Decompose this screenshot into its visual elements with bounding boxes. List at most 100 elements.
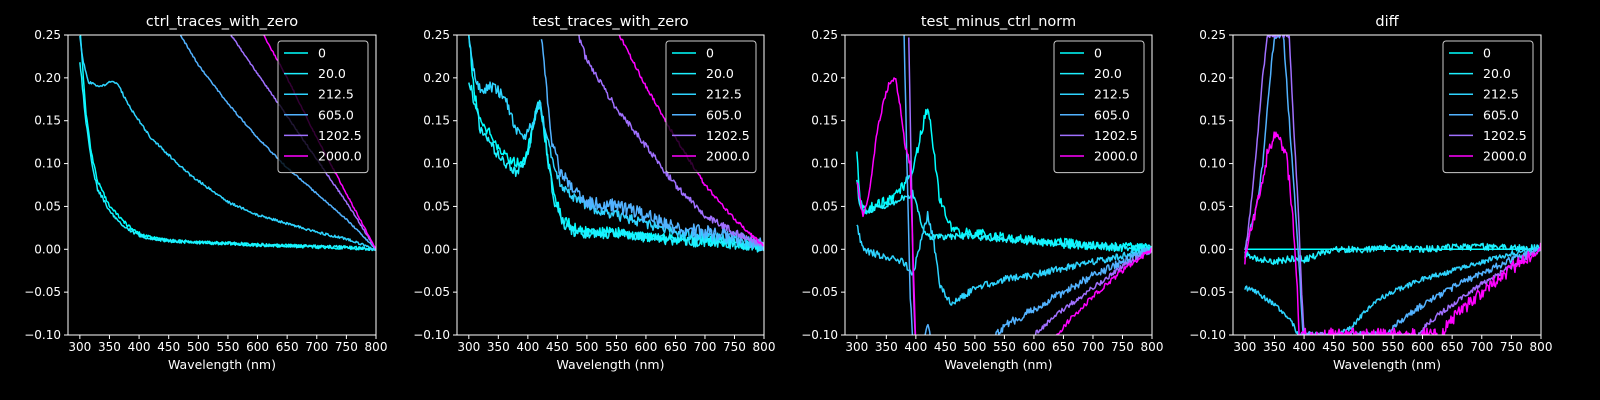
x-axis-label: Wavelength (nm): [168, 357, 276, 372]
x-tick-label: 400: [128, 340, 151, 354]
axes-frame: [67, 34, 377, 336]
chart-panel-3: 300 350 400 450 500 550 600 650 700 750 800 −0.10 −0…: [801, 14, 1163, 372]
legend-entry: 0: [318, 46, 326, 61]
chart-title: test_traces_with_zero: [532, 14, 689, 30]
legend-entry: 212.5: [1094, 87, 1130, 102]
legend-entry: 605.0: [1094, 107, 1130, 122]
x-tick-label: 300: [68, 340, 91, 354]
x-tick-label: 300: [457, 340, 480, 354]
y-tick-label: 0.15: [34, 114, 61, 128]
x-tick-label: 750: [723, 340, 746, 354]
x-tick-label: 450: [157, 340, 180, 354]
x-tick-label: 650: [276, 340, 299, 354]
x-tick-label: 600: [634, 340, 657, 354]
y-tick-label: 0.05: [811, 199, 838, 213]
legend-entry: 2000.0: [1094, 149, 1138, 164]
x-axis-label: Wavelength (nm): [945, 357, 1053, 372]
x-tick-label: 400: [516, 340, 539, 354]
x-tick-label: 650: [1441, 340, 1464, 354]
x-tick-label: 550: [605, 340, 628, 354]
chart-title: diff: [1375, 14, 1399, 30]
y-tick-label: 0.05: [1199, 199, 1226, 213]
x-tick-label: 700: [1082, 340, 1105, 354]
series-line: [577, 35, 764, 247]
x-tick-label: 400: [1293, 340, 1316, 354]
legend-entry: 212.5: [318, 87, 354, 102]
y-tick-label: −0.10: [801, 328, 838, 342]
legend-entry: 1202.5: [1483, 128, 1527, 143]
y-tick-label: 0.25: [811, 28, 838, 42]
y-tick-label: 0.20: [1199, 71, 1226, 85]
x-tick-label: 550: [216, 340, 239, 354]
chart-panel-2: 300 350 400 450 500 550 600 650 700 750 800 −0.10 −0…: [413, 14, 775, 372]
y-tick-label: −0.10: [413, 328, 450, 342]
x-tick-label: 650: [664, 340, 687, 354]
y-tick-label: 0.20: [423, 71, 450, 85]
x-tick-label: 500: [575, 340, 598, 354]
x-tick-label: 600: [1411, 340, 1434, 354]
series-line: [468, 82, 764, 253]
series-line: [903, 35, 1152, 335]
x-tick-label: 700: [305, 340, 328, 354]
series-line: [79, 35, 376, 251]
x-tick-label: 800: [753, 340, 776, 354]
axes-frame: [456, 34, 765, 336]
chart-panel-1: 300 350 400 450 500 550 600 650 700 750 800 −0.10 −0…: [24, 14, 387, 372]
y-tick-label: 0.10: [811, 157, 838, 171]
series-line: [856, 77, 1152, 335]
x-tick-label: 800: [1141, 340, 1164, 354]
legend: 0 20.0 212.5 605.0 1202.5 2000.0: [1442, 40, 1534, 174]
y-tick-label: −0.10: [1189, 328, 1226, 342]
y-tick-label: 0.10: [1199, 157, 1226, 171]
series-line: [540, 39, 764, 251]
axes-frame: [1232, 34, 1542, 336]
x-tick-label: 450: [546, 340, 569, 354]
series-lines: [856, 35, 1152, 335]
legend-entry: 20.0: [1483, 66, 1511, 81]
x-tick-label: 350: [1263, 340, 1286, 354]
x-axis-label: Wavelength (nm): [1333, 357, 1441, 372]
legend-entry: 0: [1483, 46, 1491, 61]
y-tick-label: 0.10: [34, 157, 61, 171]
y-tick-label: 0.20: [811, 71, 838, 85]
series-line: [1244, 247, 1541, 335]
y-tick-label: 0.15: [1199, 114, 1226, 128]
chart-panel-4: 300 350 400 450 500 550 600 650 700 750 800 −0.10 −0…: [1189, 14, 1552, 372]
x-tick-label: 350: [875, 340, 898, 354]
x-tick-label: 450: [1322, 340, 1345, 354]
x-tick-label: 700: [1470, 340, 1493, 354]
legend-entry: 0: [1094, 46, 1102, 61]
x-tick-label: 300: [845, 340, 868, 354]
x-tick-label: 550: [1381, 340, 1404, 354]
y-tick-label: 0.00: [1199, 242, 1226, 256]
legend-entry: 1202.5: [318, 128, 362, 143]
y-tick-label: 0.25: [34, 28, 61, 42]
y-tick-label: −0.05: [801, 285, 838, 299]
legend-entry: 20.0: [1094, 66, 1122, 81]
axes-frame: [844, 34, 1153, 336]
y-tick-label: 0.00: [34, 242, 61, 256]
x-tick-label: 600: [246, 340, 269, 354]
chart-title: ctrl_traces_with_zero: [146, 14, 298, 30]
legend-entry: 1202.5: [706, 128, 750, 143]
legend: 0 20.0 212.5 605.0 1202.5 2000.0: [277, 40, 369, 174]
series-line: [908, 37, 1152, 335]
y-tick-label: −0.05: [413, 285, 450, 299]
x-tick-label: 800: [365, 340, 388, 354]
x-tick-label: 650: [1052, 340, 1075, 354]
legend-entry: 1202.5: [1094, 128, 1138, 143]
y-tick-label: 0.05: [423, 199, 450, 213]
legend-entry: 0: [706, 46, 714, 61]
series-line: [856, 210, 1152, 306]
x-tick-label: 450: [934, 340, 957, 354]
series-line: [468, 35, 764, 252]
legend-entry: 605.0: [1483, 107, 1519, 122]
y-tick-label: −0.05: [1189, 285, 1226, 299]
x-axis-label: Wavelength (nm): [557, 357, 665, 372]
series-lines: [1244, 35, 1541, 335]
x-tick-label: 800: [1530, 340, 1553, 354]
legend-entry: 2000.0: [706, 149, 750, 164]
series-line: [856, 179, 1152, 253]
y-tick-label: 0.20: [34, 71, 61, 85]
